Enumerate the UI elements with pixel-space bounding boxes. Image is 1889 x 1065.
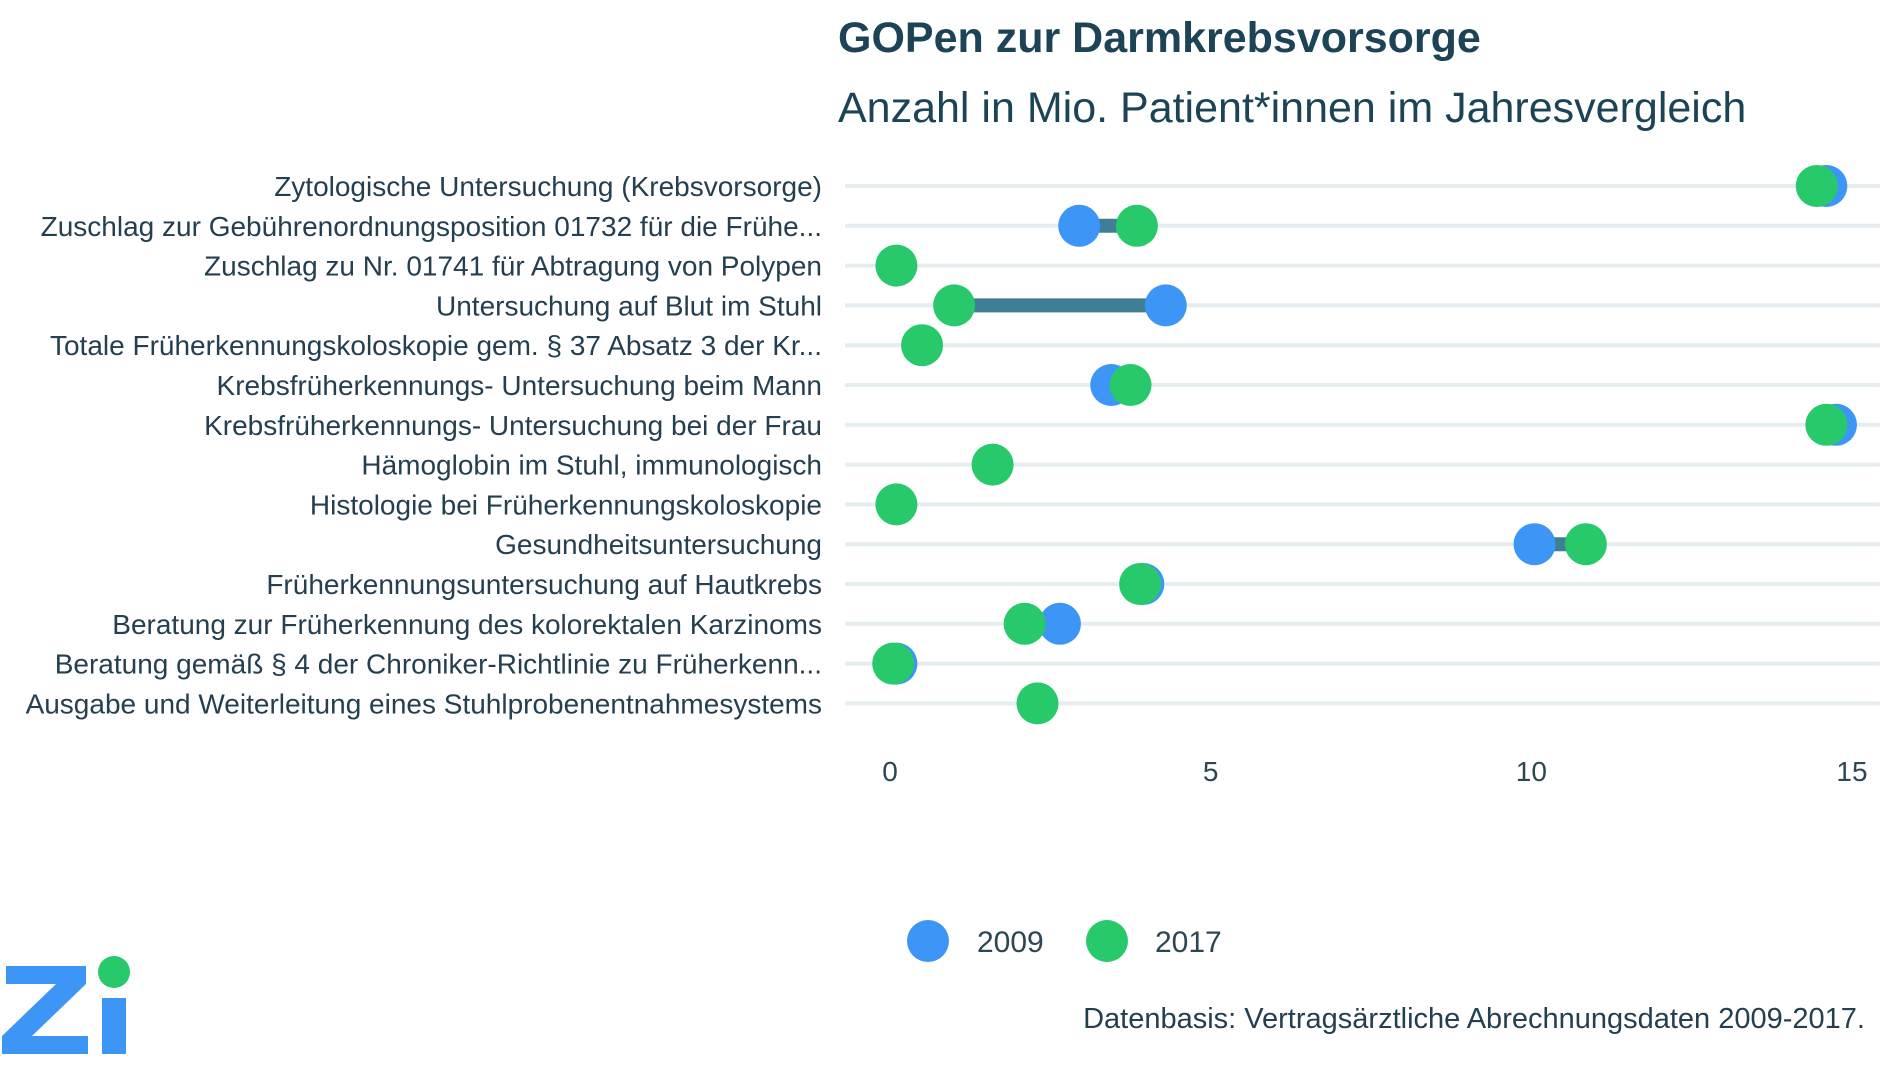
category-label: Zuschlag zu Nr. 01741 für Abtragung von … [204,251,822,282]
category-labels: Zytologische Untersuchung (Krebsvorsorge… [26,171,822,719]
point-2017 [1119,563,1162,605]
category-label: Krebsfrüherkennungs- Untersuchung bei de… [204,410,822,441]
point-2017 [1115,204,1158,247]
point-2009 [1144,284,1187,327]
x-axis-ticks: 0 5 10 15 [882,756,1867,787]
category-label: Früherkennungsuntersuchung auf Hautkrebs [266,569,822,600]
zi-logo [0,950,140,1065]
grid-lines [845,184,1880,706]
category-label: Krebsfrüherkennungs- Untersuchung beim M… [217,370,822,401]
point-2017 [872,642,915,685]
category-label: Untersuchung auf Blut im Stuhl [436,290,822,321]
category-label: Zuschlag zur Gebührenordnungsposition 01… [41,211,822,242]
source-note: Datenbasis: Vertragsärztliche Abrechnung… [1083,1003,1865,1035]
legend-label-2009: 2009 [977,926,1044,959]
legend-label-2017: 2017 [1155,926,1222,959]
point-2017 [1109,364,1152,406]
point-2017 [971,443,1014,486]
point-2009 [1058,204,1101,247]
point-2017 [1016,682,1059,725]
legend-marker-2017 [1086,920,1128,962]
category-label: Ausgabe und Weiterleitung eines Stuhlpro… [26,688,822,719]
category-label: Zytologische Untersuchung (Krebsvorsorge… [274,171,822,202]
legend-marker-2009 [907,920,949,962]
category-label: Histologie bei Früherkennungskoloskopie [310,489,822,520]
point-2009 [1038,602,1081,645]
point-2017 [1564,523,1607,566]
data-points [872,165,1857,725]
x-tick-label: 10 [1516,756,1547,787]
category-label: Gesundheitsuntersuchung [495,529,822,560]
chart-subtitle: Anzahl in Mio. Patient*innen im Jahresve… [838,84,1747,132]
point-2017 [1003,602,1046,645]
point-2017 [1805,403,1848,446]
legend: 2009 2017 [907,920,1222,962]
point-2017 [901,324,944,367]
point-2017 [875,244,918,287]
category-label: Beratung gemäß § 4 der Chroniker-Richtli… [55,649,822,680]
category-label: Beratung zur Früherkennung des kolorekta… [112,609,822,640]
point-2017 [1795,165,1838,207]
point-2009 [1513,523,1556,566]
x-tick-label: 15 [1836,756,1867,787]
point-2017 [875,483,918,526]
category-label: Totale Früherkennungskoloskopie gem. § 3… [50,330,822,361]
point-2017 [933,284,976,327]
chart-title: GOPen zur Darmkrebsvorsorge [838,14,1481,62]
x-tick-label: 5 [1203,756,1219,787]
category-label: Hämoglobin im Stuhl, immunologisch [361,450,822,481]
x-tick-label: 0 [882,756,898,787]
zi-logo-graphic [2,956,130,1054]
